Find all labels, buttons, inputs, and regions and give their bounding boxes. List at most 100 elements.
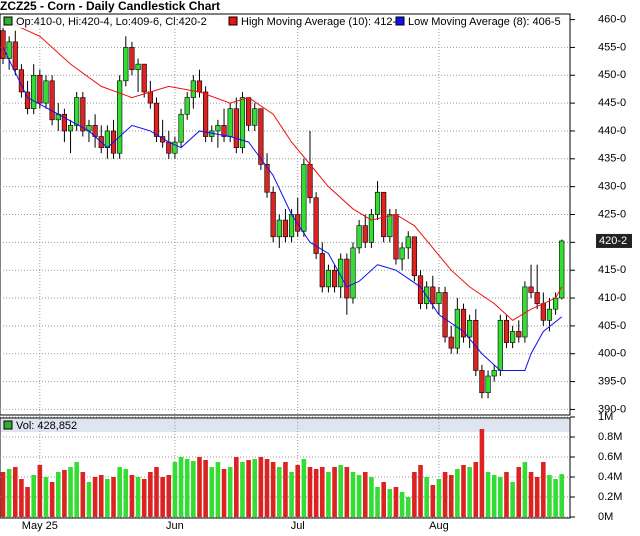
candle-body bbox=[374, 191, 381, 215]
volume-bar bbox=[491, 475, 497, 517]
volume-bar bbox=[203, 460, 208, 517]
candle-body bbox=[368, 214, 375, 243]
volume-bar bbox=[412, 472, 417, 517]
volume-bar bbox=[553, 479, 558, 517]
volume-bar bbox=[547, 475, 552, 517]
volume-bar bbox=[522, 462, 528, 517]
candle-body bbox=[172, 141, 178, 154]
volume-bar bbox=[86, 482, 92, 517]
y-tick-label: 0M bbox=[598, 511, 613, 523]
chart-title: ZCZ25 - Corn - Daily Candlestick Chart bbox=[0, 0, 220, 13]
candle-body bbox=[184, 97, 190, 115]
candle-body bbox=[123, 47, 129, 82]
volume-bar bbox=[117, 467, 122, 517]
legend-swatch bbox=[228, 16, 238, 26]
volume-bar bbox=[74, 462, 79, 517]
candle-body bbox=[479, 370, 485, 394]
candle-body bbox=[528, 286, 534, 293]
y-tick-label: 405-0 bbox=[598, 320, 626, 332]
candle-body bbox=[203, 91, 209, 137]
x-tick-label: Jun bbox=[166, 520, 184, 532]
candle-body bbox=[282, 219, 289, 238]
volume-bar bbox=[344, 467, 350, 517]
candle-body bbox=[405, 236, 411, 249]
candle-body bbox=[37, 74, 43, 104]
x-tick-label: May 25 bbox=[22, 520, 58, 532]
legend-entry: Low Moving Average (8): 406-5 bbox=[408, 16, 561, 28]
volume-bar bbox=[393, 487, 399, 517]
volume-bar bbox=[559, 474, 565, 517]
candle-body bbox=[460, 308, 467, 338]
volume-bar bbox=[166, 475, 172, 517]
candle-body bbox=[325, 269, 332, 288]
legend-swatch bbox=[3, 16, 13, 26]
candle-body bbox=[80, 97, 86, 132]
y-tick-label: 455-0 bbox=[598, 41, 626, 53]
candle-body bbox=[49, 80, 55, 121]
volume-bar bbox=[399, 492, 405, 517]
candle-body bbox=[67, 125, 74, 132]
candle-body bbox=[319, 253, 325, 288]
volume-bar bbox=[326, 472, 331, 517]
volume-bar bbox=[62, 470, 67, 517]
volume-bar bbox=[479, 429, 485, 517]
y-tick-label: 395-0 bbox=[598, 375, 626, 387]
volume-bar bbox=[178, 457, 184, 517]
candle-body bbox=[129, 47, 135, 70]
volume-bar bbox=[80, 472, 86, 517]
candle-body bbox=[239, 97, 246, 148]
volume-bar bbox=[283, 462, 288, 517]
volume-bar bbox=[252, 459, 258, 517]
volume-bar bbox=[375, 487, 380, 517]
y-tick-label: 0.8M bbox=[598, 431, 622, 443]
volume-bar bbox=[362, 472, 368, 517]
candle-body bbox=[503, 320, 510, 343]
volume-bar bbox=[105, 479, 110, 517]
volume-bar bbox=[98, 475, 104, 517]
candle-body bbox=[295, 214, 301, 232]
volume-bar bbox=[369, 477, 374, 517]
volume-bar bbox=[221, 469, 227, 517]
volume-bar bbox=[258, 457, 264, 517]
volume-bar bbox=[234, 457, 239, 517]
candle-body bbox=[12, 41, 18, 70]
candle-body bbox=[559, 240, 565, 299]
candle-body bbox=[24, 91, 31, 109]
candle-body bbox=[436, 292, 442, 304]
legend-swatch bbox=[395, 16, 405, 26]
candle-body bbox=[313, 197, 319, 254]
volume-bar bbox=[405, 497, 411, 517]
candle-body bbox=[546, 308, 553, 321]
last-price-label: 420-2 bbox=[599, 235, 627, 247]
candle-body bbox=[135, 63, 141, 70]
candle-body bbox=[393, 214, 399, 260]
x-tick-label: Aug bbox=[429, 520, 449, 532]
volume-bar bbox=[215, 462, 221, 517]
volume-bar bbox=[12, 467, 18, 517]
y-tick-label: 425-0 bbox=[598, 208, 626, 220]
volume-bar bbox=[123, 469, 129, 517]
y-tick-label: 460-0 bbox=[598, 13, 626, 25]
candle-body bbox=[350, 247, 356, 299]
volume-bar bbox=[534, 477, 540, 517]
candle-body bbox=[442, 292, 448, 338]
candle-body bbox=[31, 74, 37, 109]
volume-bar bbox=[111, 477, 116, 517]
volume-bar bbox=[528, 472, 534, 517]
candle-body bbox=[74, 97, 80, 126]
volume-bar bbox=[319, 467, 325, 517]
volume-bar bbox=[498, 477, 503, 517]
volume-bar bbox=[160, 477, 165, 517]
y-tick-label: 450-0 bbox=[598, 69, 626, 81]
candle-body bbox=[252, 108, 258, 126]
legend-swatch bbox=[3, 420, 13, 430]
y-tick-label: 390-0 bbox=[598, 403, 626, 415]
candle-body bbox=[362, 225, 368, 243]
y-tick-label: 0.4M bbox=[598, 471, 622, 483]
volume-bar bbox=[25, 487, 30, 517]
candle-body bbox=[534, 292, 540, 304]
volume-bar bbox=[277, 467, 282, 517]
ohlc-legend: Op:410-0, Hi:420-4, Lo:409-6, Cl:420-2 bbox=[16, 16, 207, 28]
x-tick-label: Jul bbox=[291, 520, 305, 532]
candle-body bbox=[6, 41, 12, 59]
